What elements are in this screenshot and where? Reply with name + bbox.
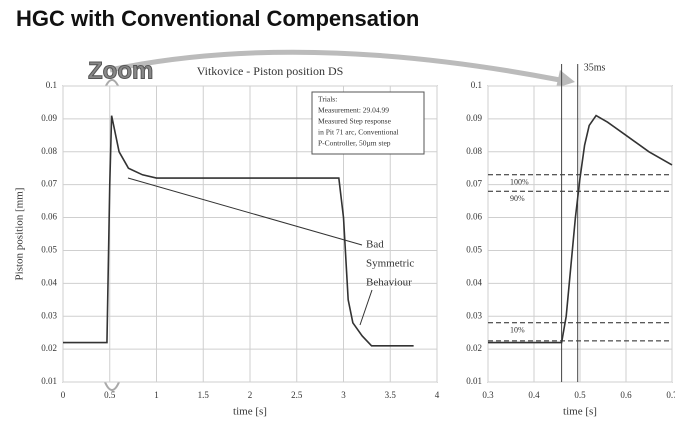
chart-title: Vitkovice - Piston position DS bbox=[197, 64, 344, 78]
y-tick-label: 0.08 bbox=[41, 146, 57, 156]
reference-label: 90% bbox=[510, 194, 525, 203]
y-tick-label: 0.03 bbox=[41, 310, 57, 320]
y-axis-label: Piston position [mm] bbox=[14, 188, 26, 281]
x-tick-label: 2.5 bbox=[291, 390, 303, 400]
marker-label: 35ms bbox=[584, 62, 606, 73]
y-tick-label: 0.07 bbox=[466, 179, 482, 189]
x-axis-label: time [s] bbox=[233, 406, 267, 418]
y-tick-label: 0.09 bbox=[41, 113, 57, 123]
x-tick-label: 2 bbox=[248, 390, 253, 400]
zoom-arrowhead bbox=[556, 70, 575, 88]
slide-title: HGC with Conventional Compensation bbox=[16, 6, 419, 31]
y-tick-label: 0.07 bbox=[41, 179, 57, 189]
y-tick-label: 0.09 bbox=[466, 113, 482, 123]
info-text: Measured Step response bbox=[318, 117, 392, 126]
info-text: Trials: bbox=[318, 95, 337, 104]
x-tick-label: 0.6 bbox=[620, 390, 632, 400]
data-line bbox=[488, 114, 673, 344]
reference-label: 100% bbox=[510, 178, 529, 187]
y-tick-label: 0.04 bbox=[466, 277, 482, 287]
x-tick-label: 0.3 bbox=[482, 390, 494, 400]
data-line bbox=[63, 115, 414, 347]
y-tick-label: 0.06 bbox=[41, 212, 57, 222]
info-text: Measurement: 29.04.99 bbox=[318, 106, 389, 115]
y-tick-label: 0.04 bbox=[41, 277, 57, 287]
x-tick-label: 0.5 bbox=[104, 390, 116, 400]
x-tick-label: 0.7 bbox=[666, 390, 675, 400]
zoom-label: Zoom bbox=[88, 57, 153, 84]
x-tick-label: 0.4 bbox=[528, 390, 540, 400]
info-box bbox=[311, 91, 425, 155]
annotation-text: Symmetric bbox=[366, 258, 414, 270]
y-tick-label: 0.03 bbox=[466, 310, 482, 320]
x-tick-label: 0 bbox=[61, 390, 66, 400]
x-tick-label: 3 bbox=[341, 390, 346, 400]
x-tick-label: 1.5 bbox=[198, 390, 210, 400]
x-tick-label: 4 bbox=[435, 390, 440, 400]
y-tick-label: 0.1 bbox=[46, 80, 57, 90]
annotation-leader bbox=[127, 177, 363, 246]
x-tick-label: 3.5 bbox=[385, 390, 397, 400]
y-tick-label: 0.02 bbox=[41, 343, 57, 353]
info-text: P-Controller, 50µm step bbox=[318, 139, 391, 148]
y-tick-label: 0.01 bbox=[41, 376, 57, 386]
info-text: in Pit 71 arc, Conventional bbox=[318, 128, 399, 137]
y-tick-label: 0.08 bbox=[466, 146, 482, 156]
y-tick-label: 0.1 bbox=[471, 80, 482, 90]
zoom-arrow bbox=[109, 49, 561, 83]
y-tick-label: 0.02 bbox=[466, 343, 482, 353]
y-tick-label: 0.06 bbox=[466, 212, 482, 222]
y-tick-label: 0.05 bbox=[41, 245, 57, 255]
y-tick-label: 0.05 bbox=[466, 245, 482, 255]
annotation-text: Behaviour bbox=[366, 277, 412, 289]
y-tick-label: 0.01 bbox=[466, 376, 482, 386]
x-tick-label: 1 bbox=[154, 390, 159, 400]
x-tick-label: 0.5 bbox=[574, 390, 586, 400]
annotation-leader bbox=[359, 289, 373, 326]
annotation-text: Bad bbox=[366, 239, 384, 251]
reference-label: 10% bbox=[510, 326, 525, 335]
x-axis-label: time [s] bbox=[563, 406, 597, 418]
